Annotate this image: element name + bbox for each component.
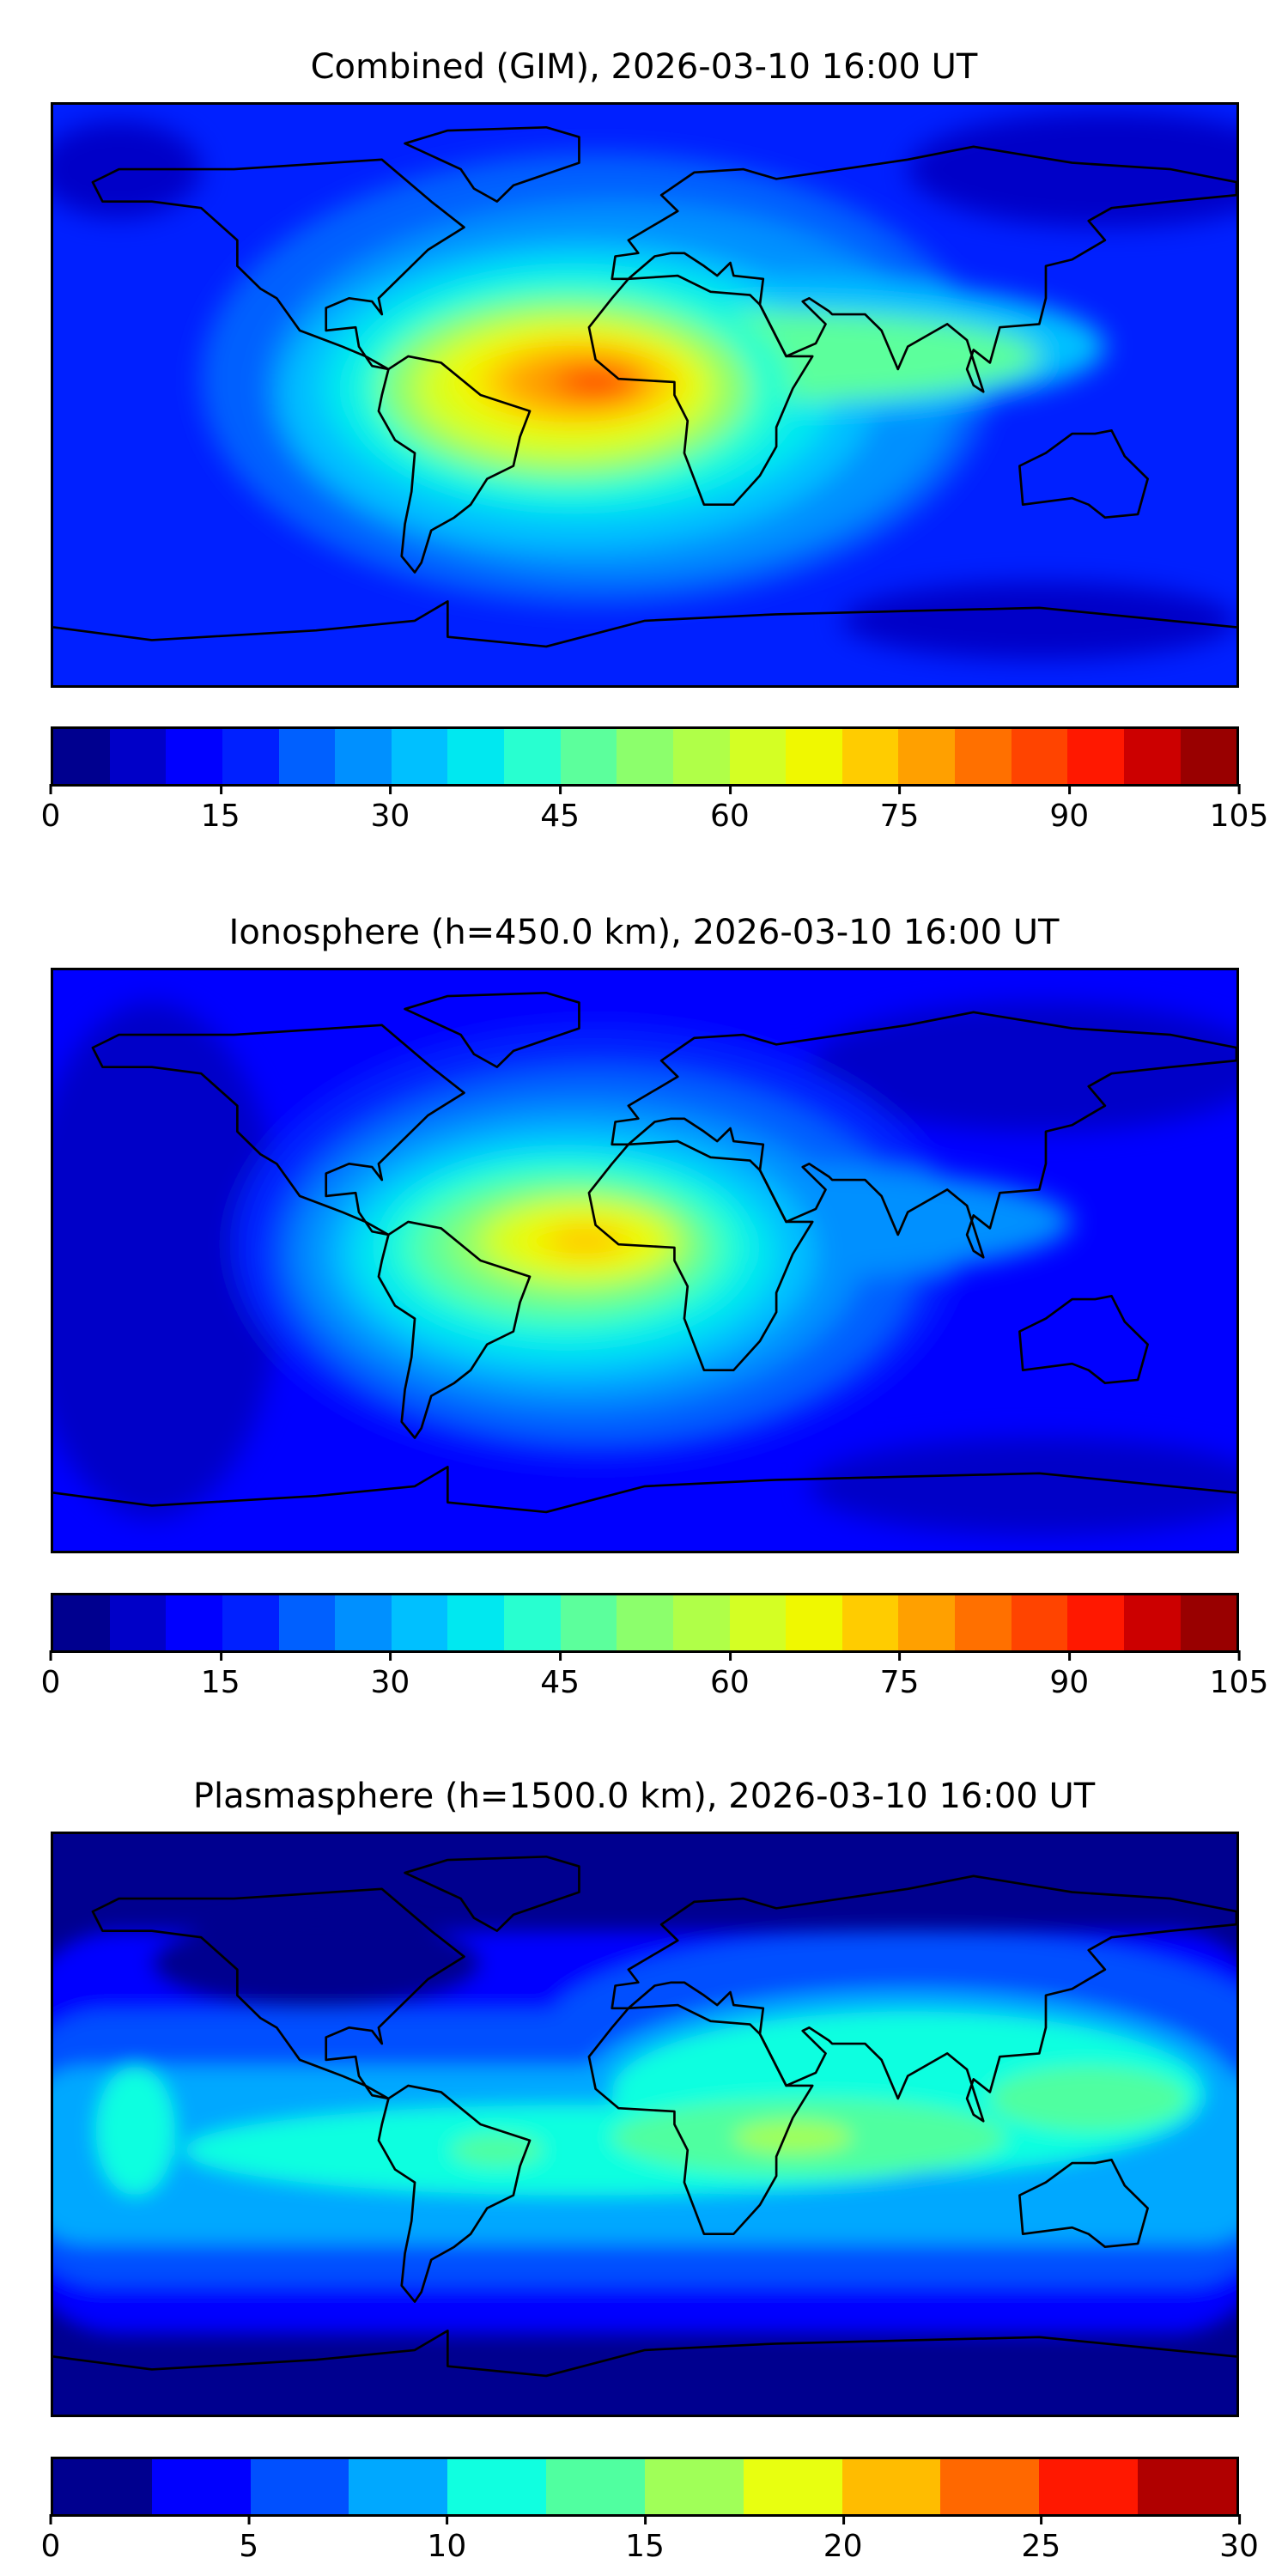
colorbar-segment <box>940 2459 1040 2514</box>
colorbar-segment <box>53 729 110 784</box>
panel-1-title: Combined (GIM), 2026-03-10 16:00 UT <box>310 47 978 87</box>
colorbar-tick-label: 30 <box>1219 2514 1259 2564</box>
colorbar-segment <box>546 2459 645 2514</box>
colorbar-segment <box>786 729 842 784</box>
colorbar-segment <box>617 1595 673 1650</box>
panel-2-colorbar-ticks: 0 15 30 45 60 75 90 105 <box>41 1650 1268 1702</box>
colorbar-segment <box>743 2459 842 2514</box>
colorbar-segment <box>278 729 336 784</box>
colorbar-segment <box>955 729 1012 784</box>
colorbar-segment <box>1123 1595 1181 1650</box>
colorbar-segment <box>447 729 504 784</box>
colorbar-segment <box>335 1595 392 1650</box>
colorbar-tick-label: 30 <box>371 784 410 834</box>
colorbar-segment <box>222 1595 279 1650</box>
colorbar-tick-label: 75 <box>880 1650 919 1700</box>
colorbar-tick-label: 45 <box>540 784 580 834</box>
colorbar-tick-label: 45 <box>540 1650 580 1700</box>
ionosphere-tec-map <box>53 970 1236 1551</box>
colorbar-segment <box>504 1595 561 1650</box>
colorbar-segment <box>1011 1595 1068 1650</box>
panel-1-colorbar-ticks: 0 15 30 45 60 75 90 105 <box>41 784 1268 835</box>
colorbar-tick-label: 60 <box>710 784 750 834</box>
colorbar-segment <box>955 1595 1012 1650</box>
colorbar-segment <box>672 1595 730 1650</box>
panel-2-colorbar <box>51 1593 1239 1653</box>
colorbar-segment <box>841 2459 941 2514</box>
panel-3-map <box>51 1832 1239 2417</box>
colorbar-segment <box>166 1595 222 1650</box>
colorbar-segment <box>729 729 787 784</box>
colorbar-segment <box>1123 729 1181 784</box>
panel-2-map <box>51 968 1239 1553</box>
plasmasphere-tec-map <box>53 1834 1236 2415</box>
colorbar-tick-label: 10 <box>427 2514 466 2564</box>
colorbar-tick-label: 15 <box>201 784 240 834</box>
colorbar-segment <box>898 729 955 784</box>
colorbar-segment <box>617 729 673 784</box>
combined-tec-map <box>53 105 1236 685</box>
colorbar-tick-label: 75 <box>880 784 919 834</box>
colorbar-segment <box>53 2459 152 2514</box>
colorbar-segment <box>1039 2459 1139 2514</box>
colorbar-segment <box>53 1595 110 1650</box>
colorbar-segment <box>109 1595 167 1650</box>
colorbar-segment <box>729 1595 787 1650</box>
colorbar-segment <box>504 729 561 784</box>
colorbar-segment <box>391 729 448 784</box>
colorbar-segment <box>151 2459 251 2514</box>
panel-3-title: Plasmasphere (h=1500.0 km), 2026-03-10 1… <box>192 1777 1096 1816</box>
panel-1-colorbar <box>51 726 1239 787</box>
colorbar-segment <box>560 1595 617 1650</box>
colorbar-tick-label: 30 <box>371 1650 410 1700</box>
colorbar-segment <box>391 1595 448 1650</box>
colorbar-tick-label: 5 <box>239 2514 258 2564</box>
colorbar-segment <box>1011 729 1068 784</box>
colorbar-segment <box>447 2459 547 2514</box>
colorbar-segment <box>1180 729 1237 784</box>
colorbar-tick-label: 0 <box>41 1650 60 1700</box>
colorbar-segment <box>447 1595 504 1650</box>
panel-2-title: Ionosphere (h=450.0 km), 2026-03-10 16:0… <box>228 913 1060 952</box>
colorbar-segment <box>1138 2459 1236 2514</box>
colorbar-tick-label: 90 <box>1049 1650 1089 1700</box>
colorbar-segment <box>841 729 899 784</box>
colorbar-tick-label: 60 <box>710 1650 750 1700</box>
colorbar-tick-label: 90 <box>1049 784 1089 834</box>
colorbar-segment <box>898 1595 955 1650</box>
colorbar-segment <box>1180 1595 1237 1650</box>
colorbar-segment <box>278 1595 336 1650</box>
colorbar-tick-label: 105 <box>1210 784 1268 834</box>
colorbar-segment <box>349 2459 448 2514</box>
colorbar-segment <box>109 729 167 784</box>
colorbar-segment <box>1067 1595 1124 1650</box>
colorbar-tick-label: 15 <box>201 1650 240 1700</box>
colorbar-segment <box>560 729 617 784</box>
panel-3-colorbar <box>51 2457 1239 2517</box>
colorbar-segment <box>222 729 279 784</box>
colorbar-segment <box>786 1595 842 1650</box>
colorbar-segment <box>841 1595 899 1650</box>
panel-1-map <box>51 102 1239 688</box>
colorbar-tick-label: 20 <box>823 2514 863 2564</box>
colorbar-tick-label: 25 <box>1021 2514 1060 2564</box>
colorbar-tick-label: 0 <box>41 784 60 834</box>
colorbar-tick-label: 15 <box>625 2514 665 2564</box>
colorbar-tick-label: 0 <box>41 2514 60 2564</box>
colorbar-segment <box>672 729 730 784</box>
colorbar-segment <box>250 2459 349 2514</box>
colorbar-segment <box>644 2459 744 2514</box>
colorbar-segment <box>166 729 222 784</box>
colorbar-tick-label: 105 <box>1210 1650 1268 1700</box>
colorbar-segment <box>335 729 392 784</box>
colorbar-segment <box>1067 729 1124 784</box>
panel-3-colorbar-ticks: 0 5 10 15 20 25 30 <box>41 2514 1259 2566</box>
